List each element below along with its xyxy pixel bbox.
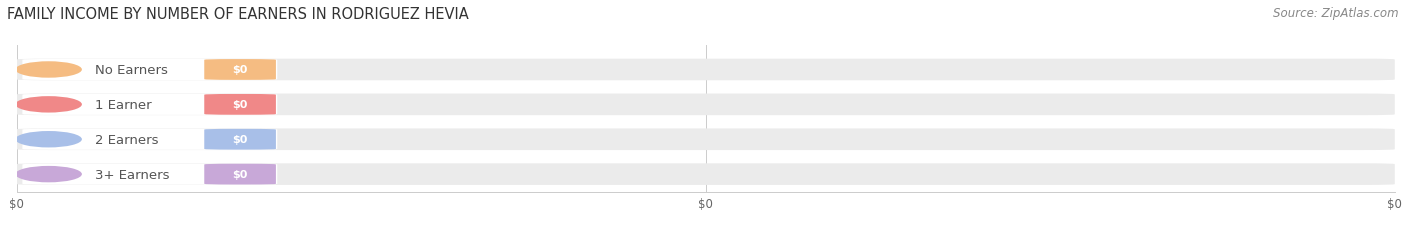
Text: $0: $0 xyxy=(232,65,247,75)
FancyBboxPatch shape xyxy=(22,60,277,81)
Ellipse shape xyxy=(15,97,82,113)
Ellipse shape xyxy=(15,166,82,182)
Text: $0: $0 xyxy=(232,135,247,145)
FancyBboxPatch shape xyxy=(204,129,276,150)
FancyBboxPatch shape xyxy=(204,60,276,81)
Text: 2 Earners: 2 Earners xyxy=(96,133,159,146)
Ellipse shape xyxy=(15,62,82,78)
FancyBboxPatch shape xyxy=(17,59,1395,81)
Text: $0: $0 xyxy=(232,100,247,110)
FancyBboxPatch shape xyxy=(22,129,277,150)
Ellipse shape xyxy=(15,131,82,148)
FancyBboxPatch shape xyxy=(22,164,277,185)
Text: 3+ Earners: 3+ Earners xyxy=(96,168,170,181)
FancyBboxPatch shape xyxy=(17,94,1395,116)
Text: $0: $0 xyxy=(232,169,247,179)
Text: Source: ZipAtlas.com: Source: ZipAtlas.com xyxy=(1274,7,1399,20)
FancyBboxPatch shape xyxy=(204,94,276,115)
Text: No Earners: No Earners xyxy=(96,64,169,77)
Text: FAMILY INCOME BY NUMBER OF EARNERS IN RODRIGUEZ HEVIA: FAMILY INCOME BY NUMBER OF EARNERS IN RO… xyxy=(7,7,468,22)
FancyBboxPatch shape xyxy=(22,94,277,116)
FancyBboxPatch shape xyxy=(17,129,1395,150)
FancyBboxPatch shape xyxy=(204,164,276,185)
Text: 1 Earner: 1 Earner xyxy=(96,98,152,111)
FancyBboxPatch shape xyxy=(17,164,1395,185)
